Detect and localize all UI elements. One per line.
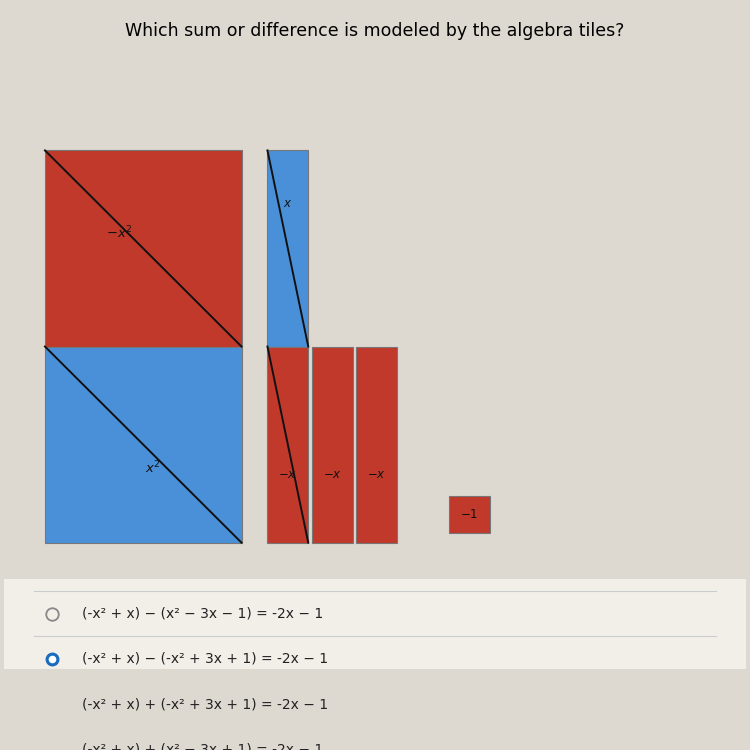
Bar [268, 346, 308, 543]
Bar [45, 346, 242, 543]
Text: (-x² + x) − (-x² + 3x + 1) = -2x − 1: (-x² + x) − (-x² + 3x + 1) = -2x − 1 [82, 652, 328, 666]
Text: $x^2$: $x^2$ [146, 460, 161, 476]
Text: $-1$: $-1$ [460, 508, 478, 521]
Text: $-x$: $-x$ [278, 467, 297, 481]
Bar [268, 151, 308, 346]
Bar [45, 151, 242, 346]
Text: (-x² + x) + (x² − 3x + 1) = -2x − 1: (-x² + x) + (x² − 3x + 1) = -2x − 1 [82, 742, 323, 750]
Text: (-x² + x) − (x² − 3x − 1) = -2x − 1: (-x² + x) − (x² − 3x − 1) = -2x − 1 [82, 607, 323, 621]
Text: $-x^2$: $-x^2$ [106, 224, 133, 241]
Text: $-x$: $-x$ [368, 467, 386, 481]
Bar [312, 346, 352, 543]
Bar [356, 346, 398, 543]
Bar [449, 496, 490, 532]
Text: (-x² + x) + (-x² + 3x + 1) = -2x − 1: (-x² + x) + (-x² + 3x + 1) = -2x − 1 [82, 698, 328, 711]
Text: Which sum or difference is modeled by the algebra tiles?: Which sum or difference is modeled by th… [125, 22, 625, 40]
Text: $-x$: $-x$ [323, 467, 342, 481]
Bar [4, 579, 746, 669]
Text: $x$: $x$ [284, 196, 292, 210]
